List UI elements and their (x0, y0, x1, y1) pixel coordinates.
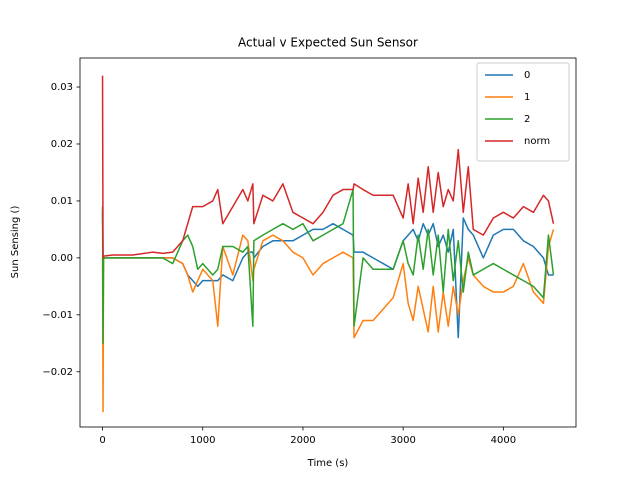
y-tick-label: 0.03 (51, 82, 73, 93)
legend-label: 1 (524, 92, 530, 103)
y-tick-label: 0.02 (51, 139, 73, 150)
legend-label: 0 (524, 70, 530, 81)
y-tick-label: −0.01 (42, 310, 73, 321)
y-tick-label: 0.01 (51, 196, 73, 207)
series-line (101, 229, 555, 413)
legend-label: norm (524, 136, 550, 147)
x-tick-label: 4000 (491, 435, 516, 446)
series-line (101, 188, 555, 345)
x-tick-label: 0 (99, 435, 105, 446)
legend-box (476, 62, 570, 162)
x-tick-label: 1000 (190, 435, 215, 446)
y-tick-label: 0.00 (51, 253, 73, 264)
x-tick-label: 2000 (290, 435, 315, 446)
x-axis-label: Time (s) (307, 458, 349, 469)
y-tick-label: −0.02 (42, 367, 73, 378)
x-tick-label: 3000 (390, 435, 415, 446)
chart-title: Actual v Expected Sun Sensor (238, 36, 418, 50)
series-line (101, 212, 554, 339)
series-line (101, 75, 555, 259)
legend-label: 2 (524, 114, 530, 125)
plot-frame (79, 57, 577, 428)
y-axis-label: Sun Sensing () (10, 206, 21, 279)
